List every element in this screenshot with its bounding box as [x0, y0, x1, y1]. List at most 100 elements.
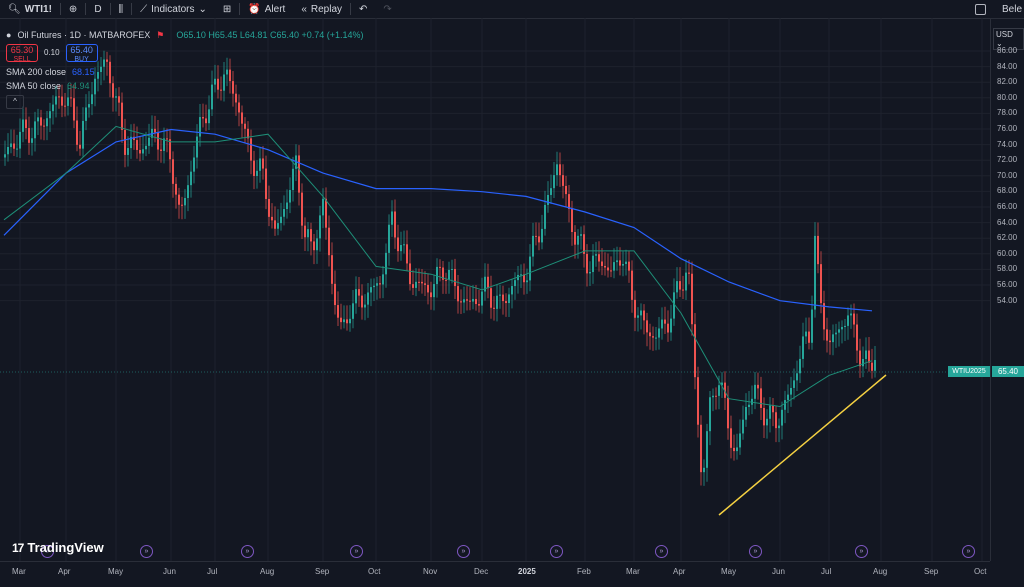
time-tick: Jun — [772, 567, 785, 576]
collapse-legend-button[interactable]: ^ — [6, 95, 24, 109]
candle-body — [442, 267, 444, 280]
event-marker-icon[interactable]: » — [749, 545, 762, 558]
candle-body — [139, 149, 141, 154]
candle-body — [823, 303, 825, 330]
candle-body — [328, 227, 330, 256]
event-marker-icon[interactable]: » — [550, 545, 563, 558]
candle-body — [865, 350, 867, 359]
compare-button[interactable]: ⊕ — [61, 0, 85, 18]
candle-body — [610, 270, 612, 272]
sma50-value: 64.94 — [67, 81, 90, 91]
candle-body — [634, 299, 636, 318]
alert-button[interactable]: ⏰ Alert — [240, 0, 293, 18]
candle-body — [373, 285, 375, 288]
candle-body — [31, 138, 33, 143]
price-tick: 84.00 — [997, 61, 1018, 71]
interval-button[interactable]: D — [86, 0, 109, 18]
event-marker-icon[interactable]: » — [655, 545, 668, 558]
candle-body — [847, 315, 849, 326]
price-tick: 54.00 — [997, 295, 1018, 305]
legend-title[interactable]: Oil Futures · 1D · MATBAROFEX — [17, 30, 151, 40]
candle-body — [142, 149, 144, 154]
undo-button[interactable]: ↶ — [351, 0, 375, 18]
right-menu[interactable]: Bele — [994, 0, 1024, 18]
candle-body — [169, 139, 171, 160]
currency-label: USD — [996, 30, 1013, 39]
candle-body — [781, 409, 783, 426]
buy-price: 65.40 — [70, 45, 93, 55]
publish-checkbox[interactable] — [967, 0, 994, 18]
candle-body — [28, 128, 30, 143]
candle-body — [247, 128, 249, 139]
droplet-icon: ● — [6, 30, 12, 40]
candle-body — [562, 175, 564, 186]
event-marker-icon[interactable]: » — [241, 545, 254, 558]
tradingview-logo[interactable]: 17 TradingView — [12, 540, 104, 555]
candle-body — [481, 291, 483, 306]
undo-icon: ↶ — [359, 3, 368, 15]
symbol-search[interactable]: 🔍︎ WTI1! — [0, 0, 60, 18]
redo-button[interactable]: ↷ — [375, 0, 399, 18]
replay-button[interactable]: « Replay — [293, 0, 350, 18]
time-tick: May — [721, 567, 737, 576]
candle-body — [37, 117, 39, 122]
candle-body — [715, 395, 717, 397]
candle-body — [412, 284, 414, 288]
price-axis[interactable] — [990, 18, 1024, 561]
candle-body — [625, 261, 627, 264]
candle-body — [190, 171, 192, 186]
indicators-icon: ⟋ — [140, 3, 148, 15]
candle-body — [55, 96, 57, 105]
candle-body — [163, 138, 165, 151]
chart-type-button[interactable]: ⫼ — [111, 0, 132, 18]
sma200-legend[interactable]: SMA 200 close 68.15 — [6, 65, 364, 79]
candle-body — [217, 78, 219, 90]
event-marker-icon[interactable]: » — [962, 545, 975, 558]
time-axis[interactable] — [0, 561, 990, 587]
chart-legend: ● Oil Futures · 1D · MATBAROFEX ⚑ O65.10… — [6, 28, 364, 109]
candle-body — [556, 164, 558, 176]
candle-body — [196, 136, 198, 158]
candle-body — [526, 280, 528, 283]
candle-body — [700, 424, 702, 473]
candle-body — [730, 428, 732, 448]
candle-body — [523, 274, 525, 283]
event-marker-icon[interactable]: » — [855, 545, 868, 558]
price-tick: 86.00 — [997, 46, 1018, 55]
candle-body — [850, 313, 852, 316]
top-toolbar: 🔍︎ WTI1! ⊕ D ⫼ ⟋ Indicators ⌄ ⊞ ⏰ Alert … — [0, 0, 1024, 19]
candle-body — [415, 281, 417, 288]
price-chart[interactable] — [0, 18, 990, 561]
buy-button[interactable]: 65.40 BUY — [65, 44, 98, 63]
search-icon: 🔍︎ — [8, 3, 21, 15]
sma200-label: SMA 200 close — [6, 67, 67, 77]
candle-body — [472, 298, 474, 302]
sma50-legend[interactable]: SMA 50 close 64.94 — [6, 79, 364, 93]
candle-body — [784, 400, 786, 410]
candle-body — [436, 266, 438, 285]
price-tick: 62.00 — [997, 233, 1018, 243]
candle-body — [199, 117, 201, 137]
event-marker-icon[interactable]: » — [41, 545, 54, 558]
candle-body — [739, 433, 741, 448]
toolbar-divider — [59, 3, 61, 15]
candle-body — [343, 319, 345, 323]
candle-body — [253, 160, 255, 176]
candle-body — [508, 294, 510, 304]
candle-body — [232, 81, 234, 94]
time-tick: Jun — [163, 567, 176, 576]
event-marker-icon[interactable]: » — [457, 545, 470, 558]
candle-body — [271, 216, 273, 221]
candle-body — [184, 198, 186, 206]
candle-body — [721, 382, 723, 386]
event-marker-icon[interactable]: » — [350, 545, 363, 558]
candle-body — [613, 262, 615, 271]
candle-body — [778, 425, 780, 429]
candle-body — [16, 148, 18, 150]
indicators-button[interactable]: ⟋ Indicators ⌄ — [132, 0, 215, 18]
spread-value: 0.10 — [44, 48, 60, 57]
sell-button[interactable]: 65.30 SELL — [6, 44, 38, 63]
layouts-button[interactable]: ⊞ — [215, 0, 239, 18]
event-marker-icon[interactable]: » — [140, 545, 153, 558]
candle-body — [490, 288, 492, 308]
